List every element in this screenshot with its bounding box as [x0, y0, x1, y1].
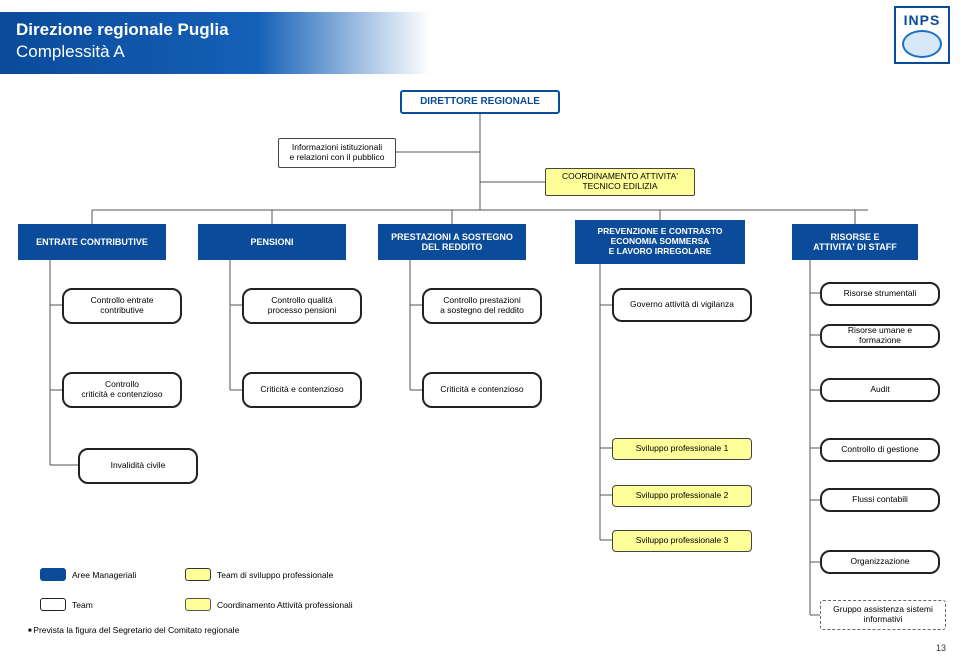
team-prestazioni-sostegno: Controllo prestazionia sostegno del redd…	[422, 288, 542, 324]
team-controllo-gestione: Controllo di gestione	[820, 438, 940, 462]
sviluppo-2: Sviluppo professionale 2	[612, 485, 752, 507]
staff-info-box: Informazioni istituzionali e relazioni c…	[278, 138, 396, 168]
team-vigilanza: Governo attività di vigilanza	[612, 288, 752, 322]
swatch-white	[40, 598, 66, 611]
area-prevenzione: PREVENZIONE E CONTRASTOECONOMIA SOMMERSA…	[575, 220, 745, 264]
footnote-segretario: Prevista la figura del Segretario del Co…	[28, 625, 239, 635]
area-entrate: ENTRATE CONTRIBUTIVE	[18, 224, 166, 260]
swatch-blue	[40, 568, 66, 581]
director-label: DIRETTORE REGIONALE	[420, 96, 540, 108]
swatch-yellow-1	[185, 568, 211, 581]
team-organizzazione: Organizzazione	[820, 550, 940, 574]
area-pensioni: PENSIONI	[198, 224, 346, 260]
gruppo-assistenza-sistemi: Gruppo assistenza sistemiinformativi	[820, 600, 946, 630]
sviluppo-1: Sviluppo professionale 1	[612, 438, 752, 460]
team-flussi-contabili: Flussi contabili	[820, 488, 940, 512]
team-contenzioso-1: Criticità e contenzioso	[242, 372, 362, 408]
sviluppo-3: Sviluppo professionale 3	[612, 530, 752, 552]
legend-coord: Coordinamento Attività professionali	[185, 598, 353, 611]
team-audit: Audit	[820, 378, 940, 402]
swatch-yellow-2	[185, 598, 211, 611]
team-invalidita-civile: Invalidità civile	[78, 448, 198, 484]
team-entrate-contributive: Controllo entratecontributive	[62, 288, 182, 324]
team-contenzioso-2: Criticità e contenzioso	[422, 372, 542, 408]
director-box: DIRETTORE REGIONALE	[400, 90, 560, 114]
page-number: 13	[936, 643, 946, 653]
team-risorse-umane: Risorse umane e formazione	[820, 324, 940, 348]
team-risorse-strumentali: Risorse strumentali	[820, 282, 940, 306]
area-risorse: RISORSE EATTIVITA' DI STAFF	[792, 224, 918, 260]
team-qualita-pensioni: Controllo qualitàprocesso pensioni	[242, 288, 362, 324]
legend-sviluppo: Team di sviluppo professionale	[185, 568, 333, 581]
org-chart-canvas: DIRETTORE REGIONALE Informazioni istituz…	[0, 0, 960, 657]
team-controllo-contenzioso: Controllocriticità e contenzioso	[62, 372, 182, 408]
area-prestazioni: PRESTAZIONI A SOSTEGNODEL REDDITO	[378, 224, 526, 260]
legend-aree: Aree Manageriali	[40, 568, 136, 581]
legend-team: Team	[40, 598, 93, 611]
coord-activity-box: COORDINAMENTO ATTIVITA' TECNICO EDILIZIA	[545, 168, 695, 196]
